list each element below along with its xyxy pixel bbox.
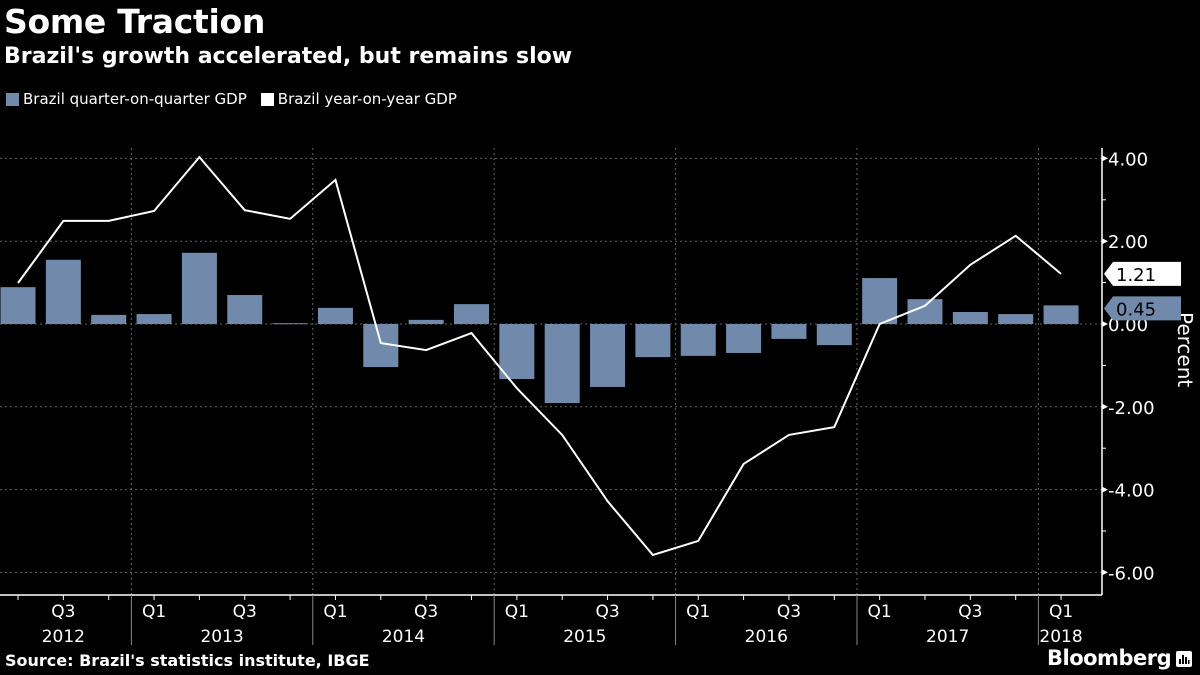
y-tick-label: -2.00 <box>1108 398 1155 419</box>
bar-qoq <box>317 307 353 324</box>
last-value-qoq: 0.45 <box>1116 299 1156 320</box>
bar-qoq <box>91 314 127 324</box>
legend: Brazil quarter-on-quarter GDP Brazil yea… <box>6 90 471 108</box>
bar-qoq <box>952 311 988 324</box>
y-tick-label: 4.00 <box>1108 149 1148 170</box>
x-year-label: 2012 <box>42 627 85 647</box>
legend-swatch-yoy <box>260 92 274 106</box>
x-quarter-label: Q3 <box>958 602 982 622</box>
chart-title: Some Traction <box>4 2 266 41</box>
bar-qoq <box>907 299 943 324</box>
x-quarter-label: Q1 <box>868 602 892 622</box>
bar-qoq <box>1043 305 1079 324</box>
x-quarter-label: Q1 <box>1049 602 1073 622</box>
bar-qoq <box>181 252 217 324</box>
x-year-label: 2014 <box>382 627 425 647</box>
x-quarter-label: Q1 <box>142 602 166 622</box>
line-series <box>17 155 1062 557</box>
bar-qoq <box>454 304 489 324</box>
y-tick-marker <box>1102 238 1108 245</box>
bar-qoq <box>136 314 172 324</box>
bar-qoq <box>771 324 807 339</box>
y-tick-label: -6.00 <box>1108 563 1155 584</box>
x-quarter-label: Q1 <box>505 602 529 622</box>
y-tick-marker <box>1102 403 1108 410</box>
chart-subtitle: Brazil's growth accelerated, but remains… <box>4 44 573 69</box>
last-value-qoq-bg <box>1104 296 1181 321</box>
x-year-label: 2013 <box>200 627 243 647</box>
last-value-yoy: 1.21 <box>1116 265 1156 286</box>
bloomberg-chart-icon <box>1176 651 1192 667</box>
bar-series <box>0 252 1079 404</box>
legend-item-qoq: Brazil quarter-on-quarter GDP <box>6 90 247 108</box>
source-note: Source: Brazil's statistics institute, I… <box>5 651 370 670</box>
x-year-label: 2015 <box>563 627 606 647</box>
bloomberg-logo: Bloomberg <box>1047 646 1172 670</box>
bar-qoq <box>0 287 36 324</box>
line-yoy <box>17 155 1062 557</box>
y-tick-label: 2.00 <box>1108 232 1148 253</box>
y-tick-marker <box>1102 486 1108 493</box>
bar-qoq <box>816 324 852 346</box>
y-tick-marker <box>1102 321 1108 327</box>
legend-label-yoy: Brazil year-on-year GDP <box>277 90 457 108</box>
last-value-yoy-bg <box>1104 261 1181 286</box>
bar-qoq <box>998 314 1034 324</box>
bar-qoq <box>590 324 626 387</box>
value-labels: 1.21 0.45 <box>1104 261 1181 321</box>
x-quarter-label: Q3 <box>777 602 801 622</box>
bar-qoq <box>635 324 671 358</box>
y-tick-marker <box>1102 569 1108 576</box>
bar-qoq <box>680 324 716 356</box>
x-year-label: 2016 <box>745 627 788 647</box>
y-axis-title: Percent <box>1173 312 1197 387</box>
bar-qoq <box>272 323 308 325</box>
bar-qoq <box>45 259 81 324</box>
legend-label-qoq: Brazil quarter-on-quarter GDP <box>23 90 247 108</box>
legend-swatch-qoq <box>6 92 19 106</box>
bar-qoq <box>726 324 762 353</box>
bar-qoq <box>408 319 444 324</box>
bar-qoq <box>544 324 580 404</box>
legend-item-yoy: Brazil year-on-year GDP <box>260 90 457 108</box>
bar-qoq <box>227 295 263 324</box>
x-quarter-label: Q3 <box>414 602 438 622</box>
y-tick-label: -4.00 <box>1108 481 1155 502</box>
x-year-label: 2018 <box>1039 627 1082 647</box>
x-quarter-label: Q3 <box>233 602 257 622</box>
bar-qoq <box>499 324 535 380</box>
bar-qoq <box>862 278 898 324</box>
x-quarter-label: Q3 <box>595 602 619 622</box>
x-quarter-label: Q3 <box>51 602 75 622</box>
y-tick-marker <box>1102 155 1108 162</box>
x-year-label: 2017 <box>926 627 969 647</box>
x-quarter-label: Q1 <box>686 602 710 622</box>
x-quarter-label: Q1 <box>323 602 347 622</box>
